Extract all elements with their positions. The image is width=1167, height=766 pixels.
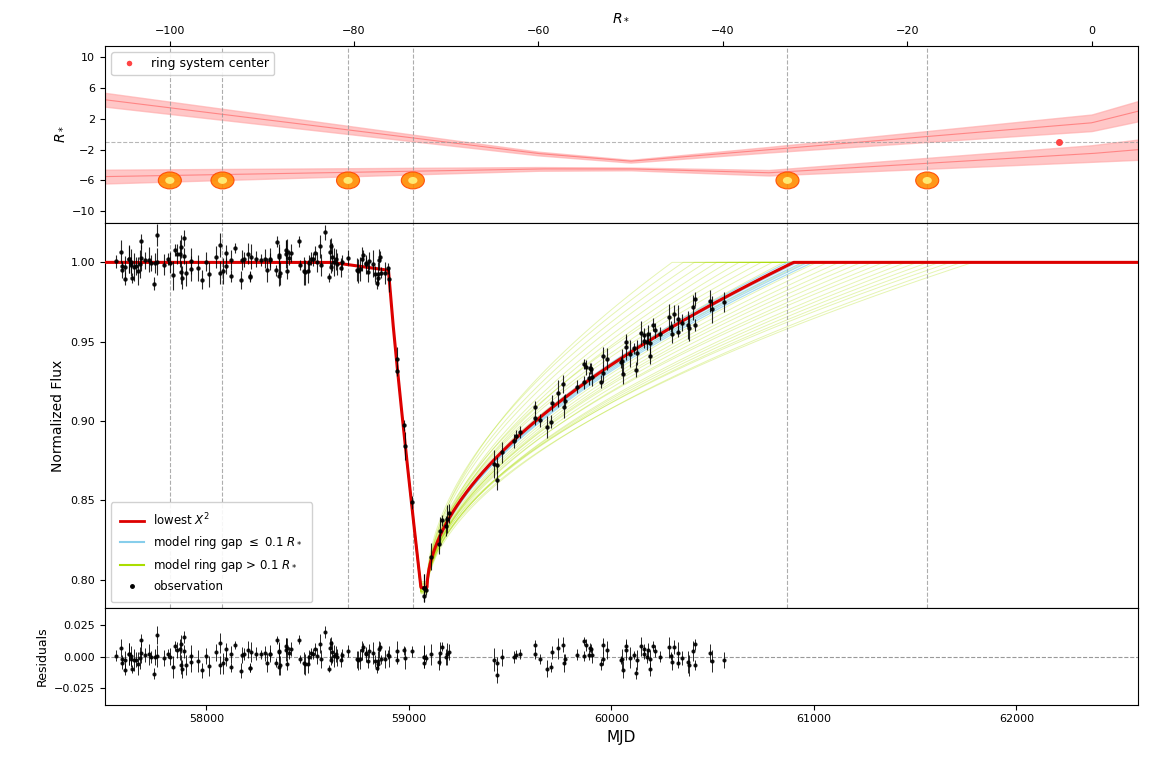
- Ellipse shape: [166, 177, 174, 184]
- Ellipse shape: [218, 177, 228, 184]
- Ellipse shape: [159, 172, 181, 189]
- Ellipse shape: [923, 177, 931, 184]
- Ellipse shape: [783, 177, 792, 184]
- Y-axis label: $R_*$: $R_*$: [53, 126, 67, 143]
- Y-axis label: Normalized Flux: Normalized Flux: [51, 359, 65, 472]
- X-axis label: MJD: MJD: [607, 730, 636, 745]
- Ellipse shape: [408, 177, 418, 184]
- Legend: ring system center: ring system center: [111, 52, 274, 75]
- Ellipse shape: [916, 172, 938, 189]
- Ellipse shape: [211, 172, 235, 189]
- Ellipse shape: [776, 172, 799, 189]
- Ellipse shape: [401, 172, 425, 189]
- Ellipse shape: [343, 177, 352, 184]
- Y-axis label: Residuals: Residuals: [36, 627, 49, 686]
- Legend: lowest $X^2$, model ring gap $\leq$ 0.1 $R_*$, model ring gap > 0.1 $R_*$, obser: lowest $X^2$, model ring gap $\leq$ 0.1 …: [111, 502, 312, 602]
- Ellipse shape: [336, 172, 359, 189]
- X-axis label: $R_*$: $R_*$: [613, 10, 630, 24]
